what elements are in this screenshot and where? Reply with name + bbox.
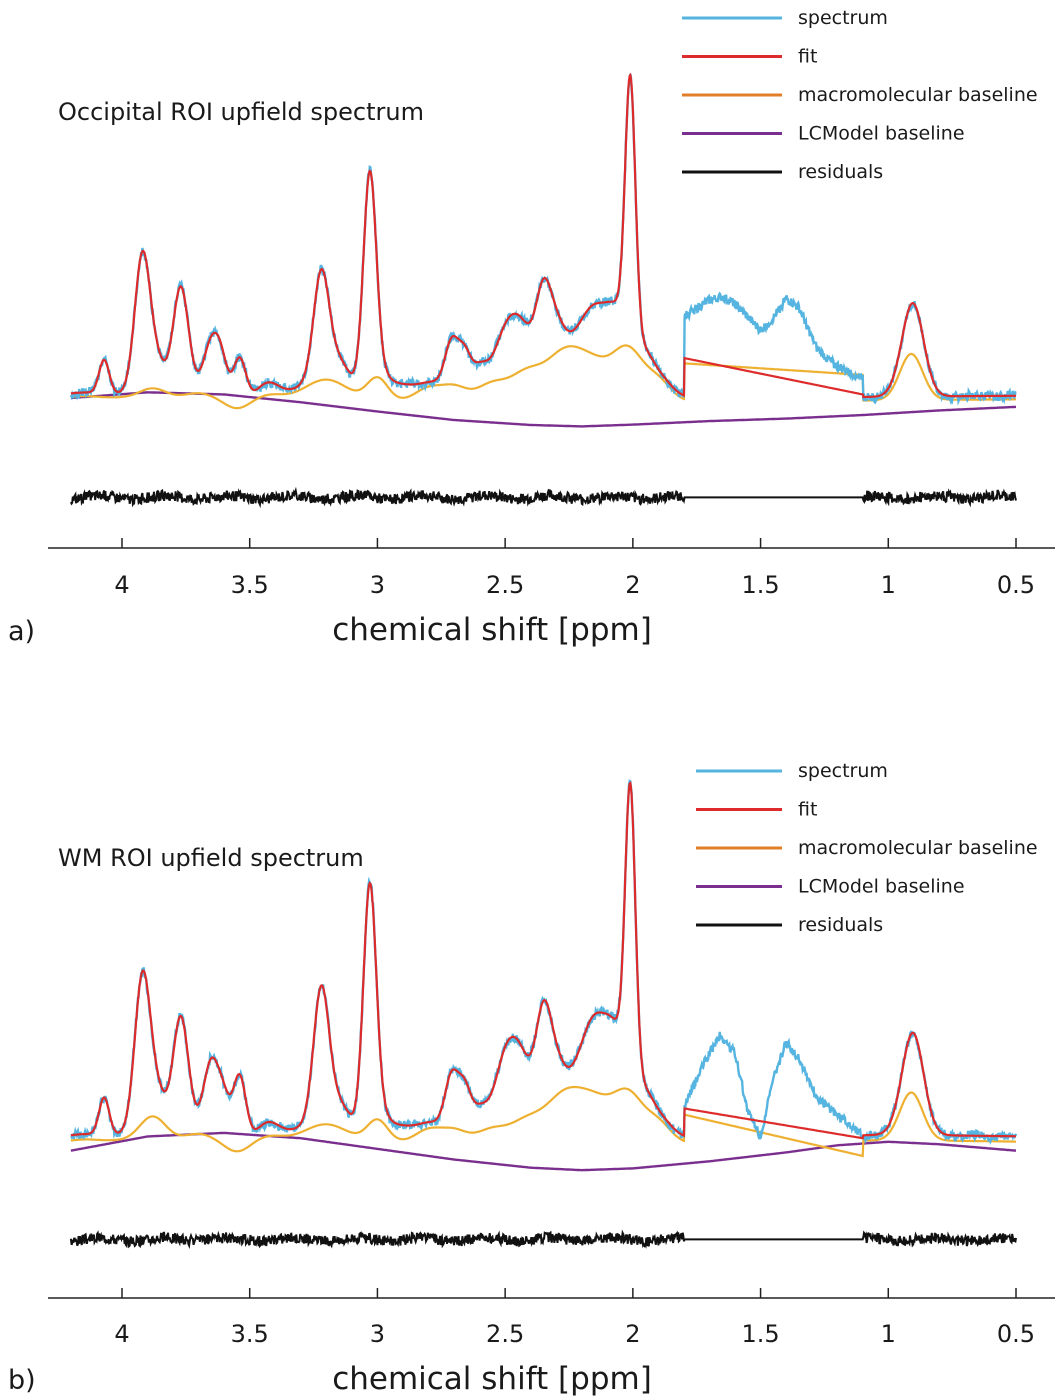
x-tick-label: 3.5 xyxy=(231,571,269,599)
panel-title: Occipital ROI upfield spectrum xyxy=(58,98,424,126)
x-tick-label: 2.5 xyxy=(486,1320,524,1348)
x-tick-label: 2.5 xyxy=(486,571,524,599)
x-tick-label: 1.5 xyxy=(741,571,779,599)
legend-entry: fit xyxy=(798,46,817,68)
series-fit xyxy=(70,781,1016,1140)
series-residuals xyxy=(69,1229,1017,1250)
panel-title: WM ROI upfield spectrum xyxy=(58,844,364,872)
legend-entry: LCModel baseline xyxy=(798,876,965,898)
x-tick-label: 1.5 xyxy=(741,1320,779,1348)
x-axis-label: chemical shift [ppm] xyxy=(332,1361,652,1397)
series-spectrum xyxy=(70,779,1018,1146)
series-fit xyxy=(70,72,1016,399)
series-macromolecular-baseline xyxy=(70,1085,1016,1158)
x-tick-label: 0.5 xyxy=(997,571,1035,599)
legend-entry: fit xyxy=(798,799,817,821)
panel-occipital: Occipital ROI upfield spectrum a) chemic… xyxy=(8,7,1055,648)
series-residuals xyxy=(69,486,1017,509)
x-tick-label: 2 xyxy=(625,1320,640,1348)
legend-entry: LCModel baseline xyxy=(798,123,965,145)
series-lcmodel-baseline xyxy=(70,1131,1016,1172)
x-tick-label: 4 xyxy=(114,571,129,599)
x-tick-label: 1 xyxy=(881,1320,896,1348)
legend-entry: spectrum xyxy=(798,760,888,782)
legend-entry: residuals xyxy=(798,161,883,183)
x-tick-label: 3 xyxy=(370,1320,385,1348)
x-tick-label: 4 xyxy=(114,1320,129,1348)
x-axis-label: chemical shift [ppm] xyxy=(332,612,652,648)
x-tick-label: 0.5 xyxy=(997,1320,1035,1348)
x-tick-label: 3 xyxy=(370,571,385,599)
legend-entry: macromolecular baseline xyxy=(798,837,1038,859)
x-tick-label: 3.5 xyxy=(231,1320,269,1348)
legend-entry: residuals xyxy=(798,914,883,936)
legend-entry: spectrum xyxy=(798,7,888,29)
x-tick-label: 2 xyxy=(625,571,640,599)
panel-wm: WM ROI upfield spectrum b) chemical shif… xyxy=(8,760,1055,1397)
panel-letter: a) xyxy=(8,616,35,647)
panel-letter: b) xyxy=(8,1365,36,1396)
series-lcmodel-baseline xyxy=(70,391,1016,428)
legend-entry: macromolecular baseline xyxy=(798,84,1038,106)
x-tick-label: 1 xyxy=(881,571,896,599)
